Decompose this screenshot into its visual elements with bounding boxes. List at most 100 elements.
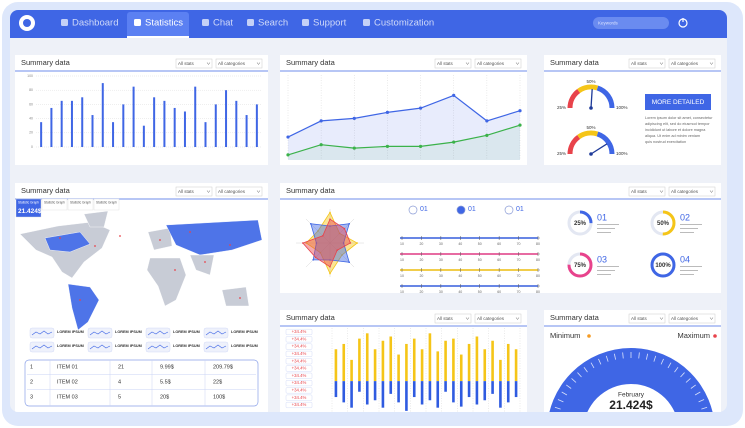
line-point	[352, 146, 356, 150]
stat-tab[interactable]	[67, 198, 94, 211]
panel-bg	[15, 55, 268, 165]
dropdown[interactable]	[628, 313, 666, 324]
pn-bar	[444, 381, 447, 392]
legend-item	[203, 341, 229, 353]
more-button[interactable]	[645, 94, 711, 110]
radar-point	[342, 242, 345, 244]
table-cell: 5.5$	[160, 379, 171, 385]
dropdown[interactable]	[175, 58, 213, 69]
pn-bar	[405, 381, 408, 411]
pn-bar	[514, 349, 518, 382]
radio[interactable]	[456, 205, 466, 215]
active-tab	[127, 12, 189, 38]
nav-item[interactable]: Dashboard	[72, 18, 118, 29]
dropdown[interactable]	[668, 313, 716, 324]
radio[interactable]	[504, 205, 514, 215]
ring-number: 03	[597, 254, 607, 264]
slider-tick-label: 20	[419, 258, 423, 262]
map-marker	[159, 239, 161, 241]
pct-badge	[285, 350, 313, 357]
stat-tab[interactable]	[15, 198, 42, 218]
line-point	[385, 110, 390, 114]
legend-item	[87, 327, 113, 339]
radar-point	[329, 259, 331, 261]
pn-bar	[381, 340, 385, 382]
slider-tick-label: 80	[536, 290, 540, 294]
nav-item[interactable]: Customization	[374, 18, 434, 29]
dropdown[interactable]	[215, 186, 263, 197]
gauge-arc	[567, 134, 581, 155]
table-cell: ITEM 02	[57, 379, 78, 385]
ring-label: 75%	[574, 263, 587, 269]
gauge-tick	[605, 355, 609, 362]
dropdown[interactable]	[215, 58, 263, 69]
panel-title: Summary data	[286, 186, 336, 195]
gauge-tick	[690, 384, 696, 389]
gauge-tick	[590, 362, 595, 369]
pn-bar	[350, 381, 353, 408]
dropdown-label: All categories	[671, 316, 699, 321]
sparkline	[89, 330, 111, 336]
dropdown-label: All categories	[477, 316, 505, 321]
nav-item[interactable]: Search	[258, 18, 288, 29]
dropdown[interactable]	[628, 58, 666, 69]
bar	[81, 97, 84, 147]
slider-tick-label: 10	[400, 258, 404, 262]
slider-tick-label: 50	[478, 242, 482, 246]
panel: Summary data All stats All categories +34.4…	[280, 310, 527, 412]
map-marker	[204, 261, 206, 263]
gauge-tick	[598, 358, 602, 365]
table-cell: 5	[118, 394, 121, 400]
bar	[235, 100, 238, 147]
nav-item[interactable]: Chat	[213, 18, 233, 29]
dropdown-label: All stats	[631, 189, 648, 194]
bar	[60, 100, 63, 147]
dropdown[interactable]	[434, 313, 472, 324]
dropdown[interactable]	[474, 313, 522, 324]
gauge-needle	[590, 143, 608, 155]
nav-item[interactable]: Support	[313, 18, 347, 29]
dropdown[interactable]	[668, 186, 716, 197]
radar-point	[309, 222, 312, 225]
dropdown[interactable]	[474, 58, 522, 69]
pct-label: +34.4%	[292, 366, 307, 371]
y-tick-label: 60	[29, 102, 33, 106]
stat-tab[interactable]	[93, 198, 120, 211]
pct-badge	[285, 336, 313, 343]
map-region	[221, 286, 250, 307]
gauge-tick	[645, 353, 649, 360]
legend-item	[203, 327, 229, 339]
dropdown-label: All stats	[178, 61, 195, 66]
slider-tick-label: 40	[458, 274, 462, 278]
radio[interactable]	[408, 205, 418, 215]
dropdown[interactable]	[668, 58, 716, 69]
radar-point	[329, 211, 331, 214]
search-box[interactable]	[593, 17, 669, 29]
map-region	[189, 254, 215, 276]
dropdown-arrow	[515, 317, 520, 320]
stat-tab[interactable]	[41, 198, 68, 211]
y-tick-label: 40	[29, 117, 33, 121]
dropdown-label: All stats	[437, 61, 454, 66]
pn-bar	[499, 381, 502, 408]
slider-tick-label: 50	[478, 290, 482, 294]
pn-bar	[467, 343, 471, 382]
nav-item[interactable]: Statistics	[145, 18, 183, 29]
gauge-arc	[567, 88, 581, 109]
sparkline	[205, 344, 227, 350]
gauge-tick	[571, 378, 577, 383]
stat-tab-caption: Statistic Graph	[70, 200, 91, 204]
panel-title: Summary data	[286, 58, 336, 67]
ring-text-line	[680, 266, 702, 267]
dropdown[interactable]	[434, 58, 472, 69]
slider-tick-label: 20	[419, 290, 423, 294]
y-tick-label: 20	[29, 131, 33, 135]
dropdown[interactable]	[175, 186, 213, 197]
pct-badge	[285, 372, 313, 379]
pct-badge	[285, 387, 313, 394]
line-point	[518, 109, 522, 113]
dropdown[interactable]	[628, 186, 666, 197]
bar	[50, 107, 53, 147]
ring	[650, 252, 676, 278]
table-cell: 209.79$	[213, 364, 233, 370]
